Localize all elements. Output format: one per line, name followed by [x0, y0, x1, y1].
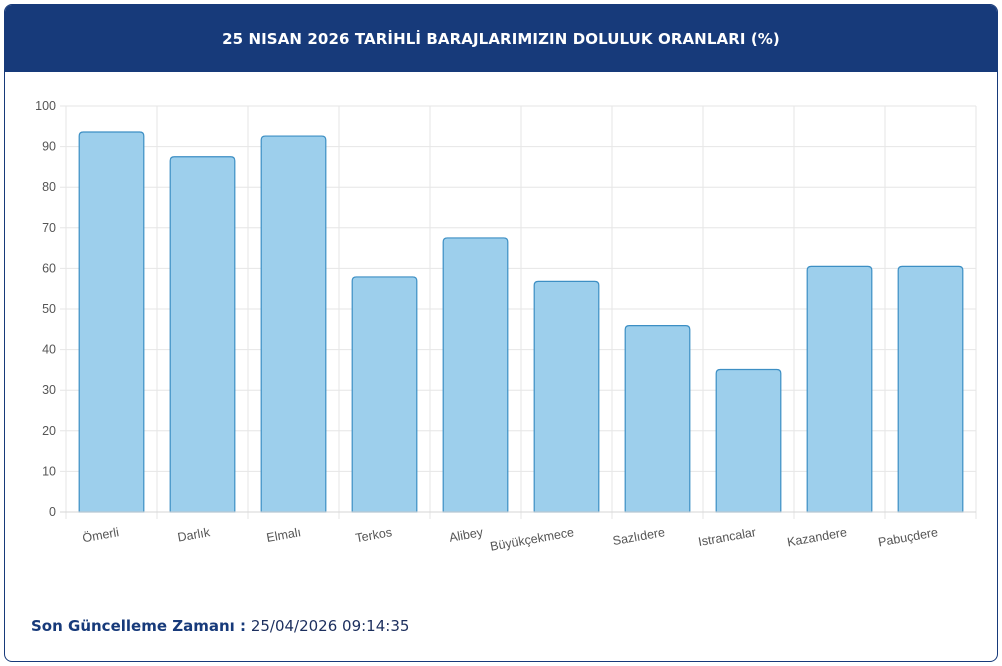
y-tick-label: 60 — [42, 261, 56, 275]
x-tick-label: Büyükçekmece — [489, 525, 575, 552]
x-tick-label: Alibey — [448, 525, 485, 545]
bar-chart: 0 10 20 30 40 50 60 70 80 90 100 Ömerli Darlık Elmalı… — [5, 72, 997, 552]
y-tick-label: 20 — [42, 424, 56, 438]
y-tick-label: 80 — [42, 180, 56, 194]
last-update-value: 25/04/2026 09:14:35 — [250, 617, 410, 635]
bar-darlık — [169, 156, 236, 513]
x-tick-label: Terkos — [354, 525, 393, 545]
bar-istrancalar — [715, 368, 782, 513]
chart-card: 25 NISAN 2026 TARİHLİ BARAJLARIMIZIN DOL… — [4, 4, 998, 662]
bar-elmalı — [260, 135, 327, 513]
y-tick-label: 90 — [42, 140, 56, 154]
x-tick-label: Kazandere — [786, 525, 848, 549]
x-tick-label: Darlık — [176, 525, 211, 545]
y-tick-label: 70 — [42, 221, 56, 235]
bar-pabuçdere — [897, 265, 964, 513]
x-tick-label: Ömerli — [81, 525, 120, 545]
y-tick-label: 50 — [42, 302, 56, 316]
y-tick-label: 0 — [49, 505, 56, 519]
y-tick-label: 30 — [42, 383, 56, 397]
x-tick-label: Pabuçdere — [877, 525, 939, 549]
last-update: Son Güncelleme Zamanı : 25/04/2026 09:14… — [31, 617, 409, 635]
bar-alibey — [442, 237, 509, 513]
x-tick-label: Istrancalar — [697, 525, 757, 549]
last-update-label: Son Güncelleme Zamanı : — [31, 617, 247, 635]
bar-sazlıdere — [624, 325, 691, 513]
bar-terkos — [351, 276, 418, 513]
x-tick-label: Sazlıdere — [612, 525, 666, 548]
x-tick-label: Elmalı — [265, 525, 302, 545]
chart-title: 25 NISAN 2026 TARİHLİ BARAJLARIMIZIN DOL… — [5, 5, 997, 72]
y-tick-label: 10 — [42, 464, 56, 478]
bar-chart-svg: 0 10 20 30 40 50 60 70 80 90 100 Ömerli Darlık Elmalı… — [35, 99, 977, 552]
y-tick-label: 40 — [42, 343, 56, 357]
bar-büyükçekmece — [533, 280, 600, 513]
bar-kazandere — [806, 265, 873, 513]
bar-ömerli — [78, 131, 145, 513]
y-tick-label: 100 — [35, 99, 56, 113]
